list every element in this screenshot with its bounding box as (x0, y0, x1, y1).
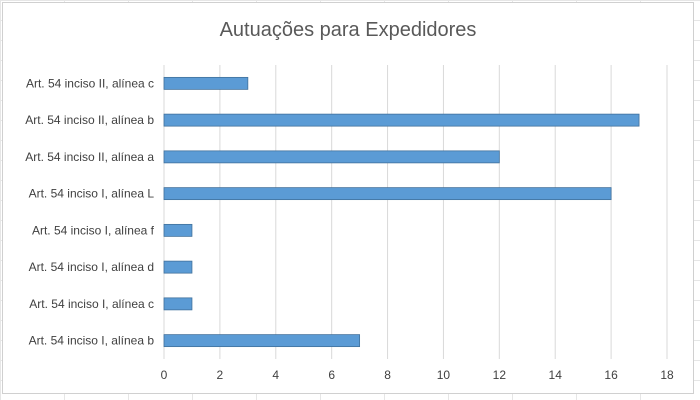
category-label: Art. 54 inciso I, alínea L (29, 187, 155, 201)
bar-6[interactable] (163, 260, 193, 274)
bar-7[interactable] (163, 297, 193, 311)
x-tick-label: 8 (384, 368, 391, 382)
chart-title: Autuações para Expedidores (219, 19, 477, 41)
x-tick-label: 16 (604, 368, 618, 382)
x-tick-label: 12 (493, 368, 507, 382)
chart-area[interactable]: Autuações para Expedidores 0 2 4 6 8 10 12 14 16… (2, 2, 694, 394)
x-tick-label: 18 (660, 368, 674, 382)
x-tick-label: 4 (272, 368, 279, 382)
category-label: Art. 54 inciso II, alínea c (26, 76, 154, 90)
plot-area: 0 2 4 6 8 10 12 14 16 18 Art. 54 inciso II, alínea… (25, 65, 674, 382)
bar-3[interactable] (163, 150, 500, 164)
category-label: Art. 54 inciso I, alínea d (29, 260, 154, 274)
bar-1[interactable] (163, 76, 249, 90)
category-label: Art. 54 inciso I, alínea c (29, 297, 154, 311)
category-label: Art. 54 inciso II, alínea a (25, 150, 154, 164)
bar-2[interactable] (163, 113, 640, 127)
category-label: Art. 54 inciso I, alínea b (29, 334, 155, 348)
x-tick-label: 2 (217, 368, 224, 382)
x-tick-label: 0 (161, 368, 168, 382)
x-tick-label: 6 (328, 368, 335, 382)
bar-5[interactable] (163, 223, 193, 237)
bar-4[interactable] (163, 187, 612, 201)
category-label: Art. 54 inciso II, alínea b (25, 113, 154, 127)
x-tick-label: 10 (437, 368, 451, 382)
bar-8[interactable] (163, 334, 361, 348)
x-tick-label: 14 (549, 368, 563, 382)
category-label: Art. 54 inciso I, alínea f (32, 223, 155, 237)
